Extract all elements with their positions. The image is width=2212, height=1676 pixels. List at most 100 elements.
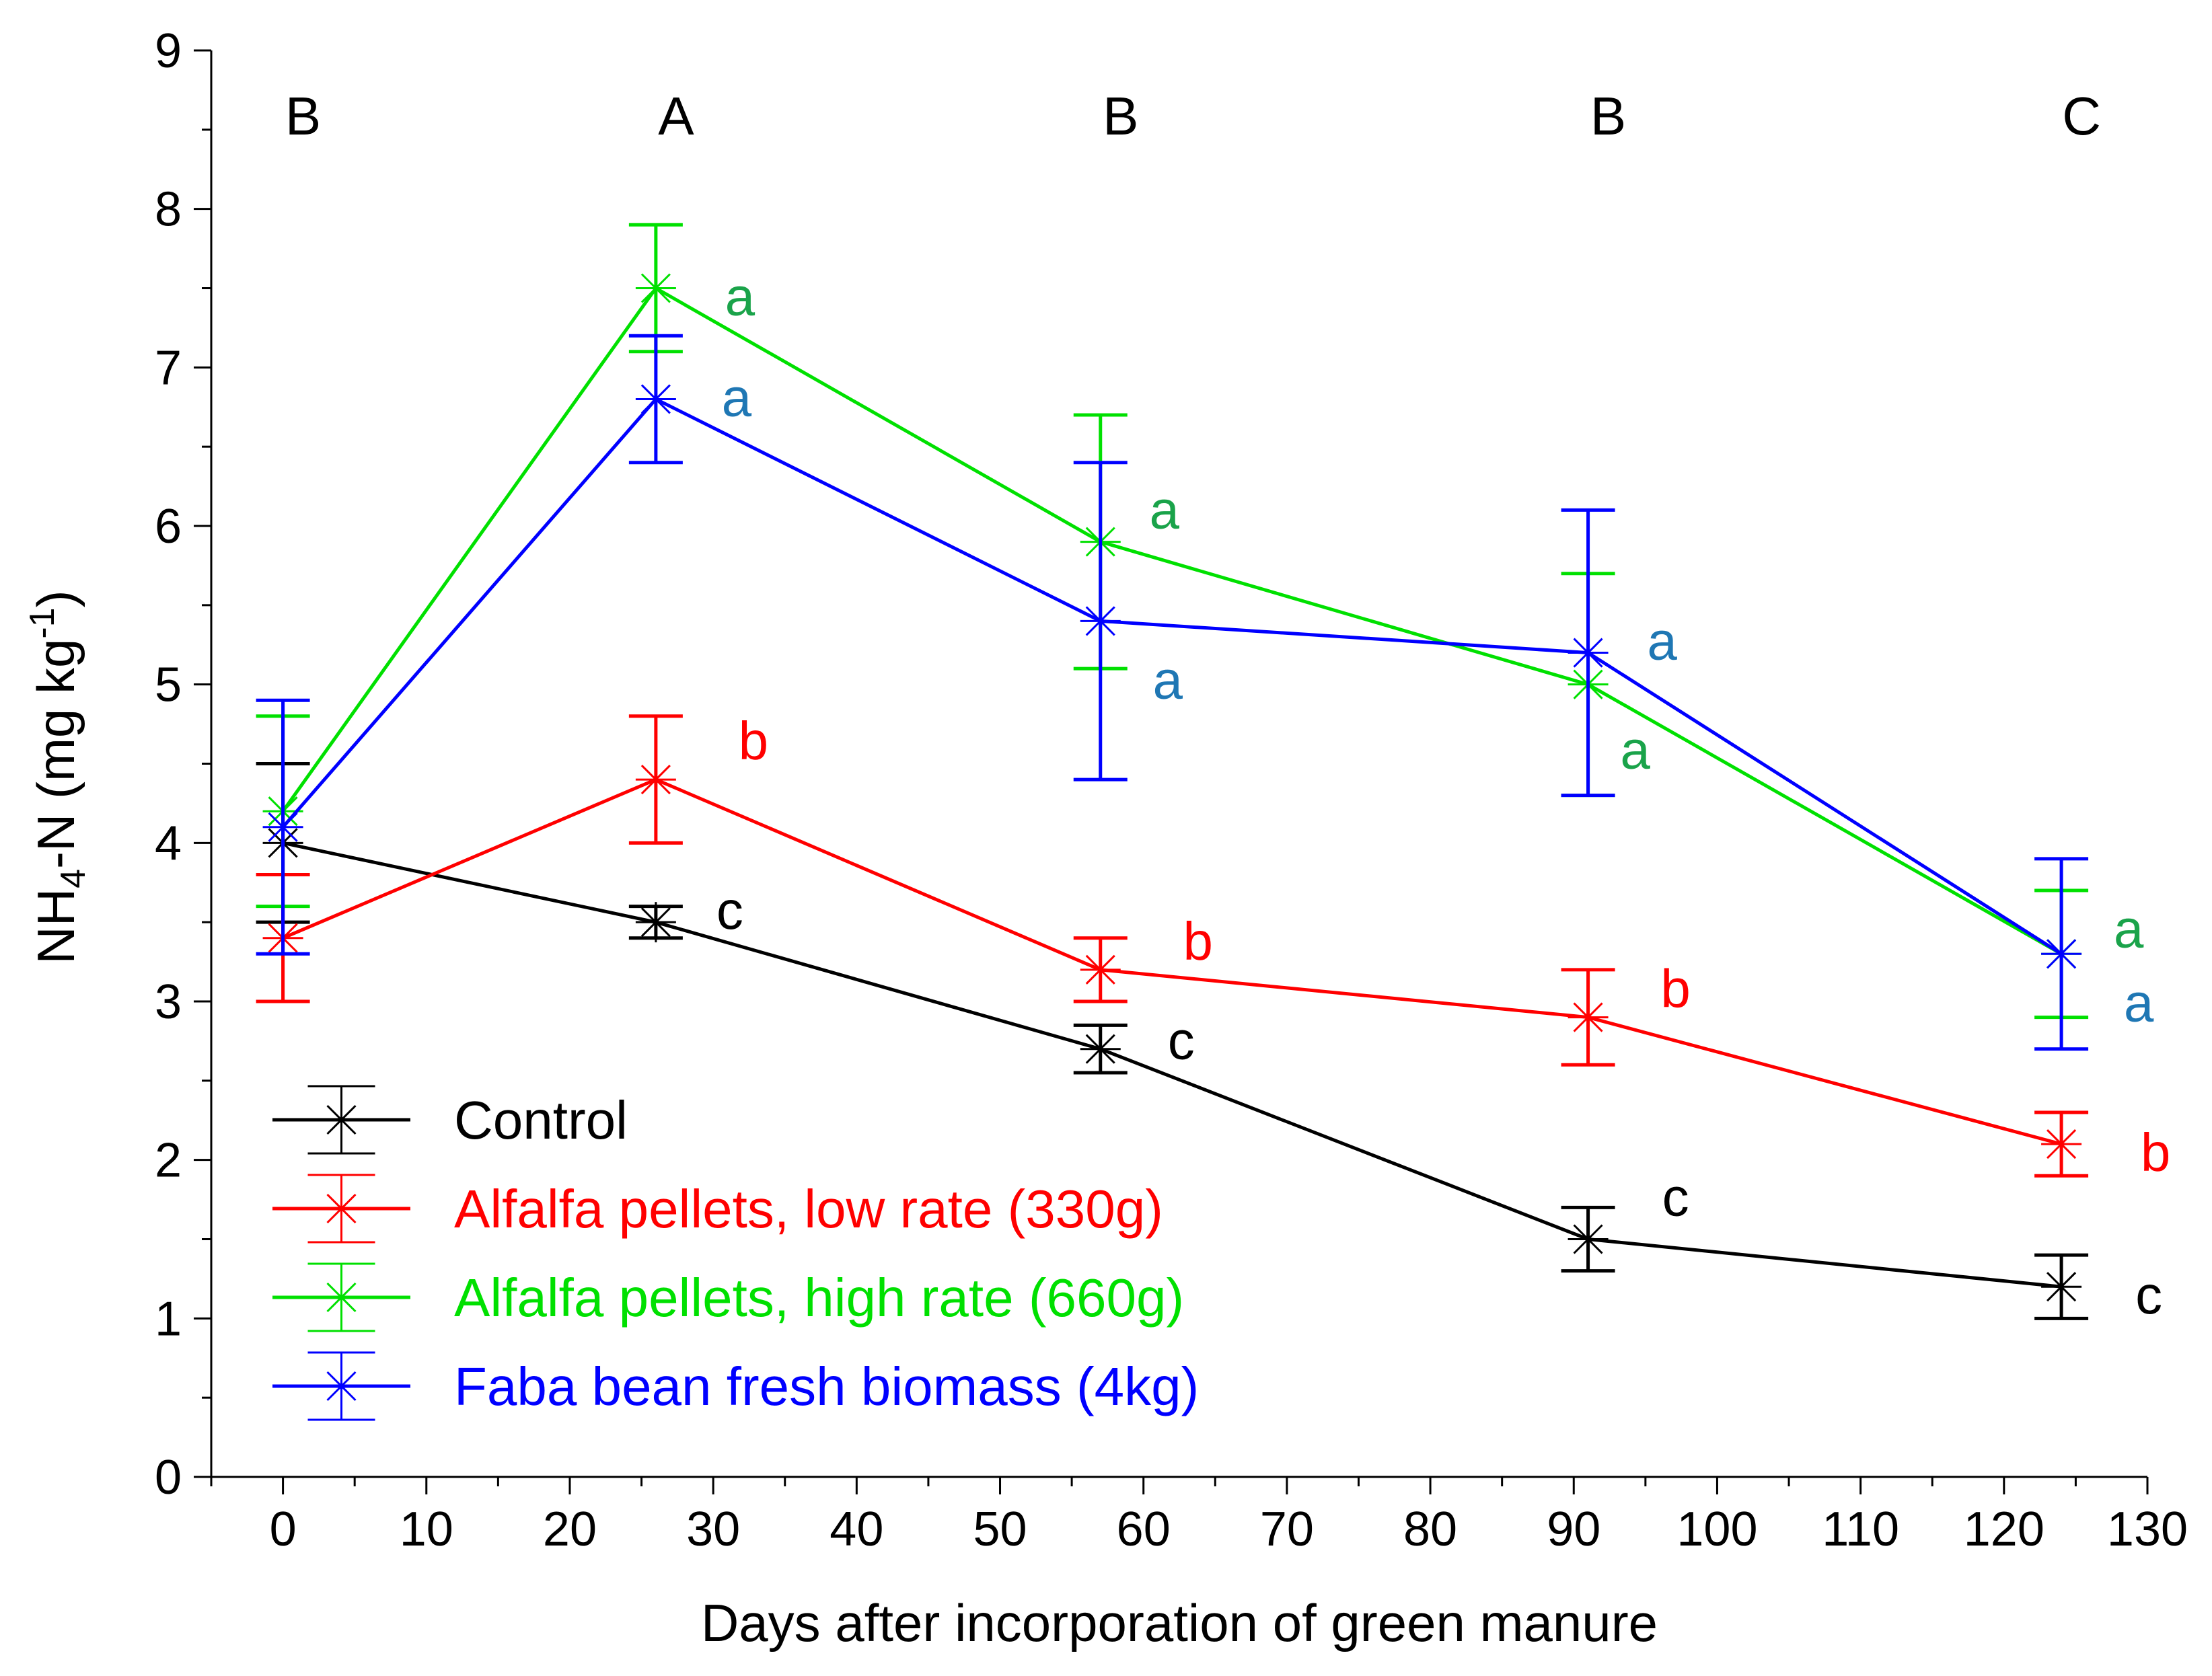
marker-stroke [1573,1224,1603,1254]
x-tick-label: 100 [1676,1502,1757,1556]
series-line [281,286,2063,956]
x-axis-title: Days after incorporation of green manure [701,1593,1658,1652]
significance-letter: a [1152,650,1183,710]
marker-stroke [326,1282,357,1313]
x-tick-label: 130 [2107,1502,2188,1556]
data-point [635,759,676,800]
x-tick-label: 10 [400,1502,453,1556]
legend-item-3: Faba bean fresh biomass (4kg) [272,1351,1199,1421]
data-point [635,902,676,943]
x-tick-label: 50 [973,1502,1027,1556]
significance-letter: a [2114,899,2144,958]
legend-marker [321,1188,362,1229]
legend-item-0: Control [272,1085,628,1155]
marker-stroke [2047,939,2077,969]
x-tick-label: 40 [830,1502,883,1556]
x-tick-label: 90 [1547,1502,1600,1556]
x-tick-label: 60 [1117,1502,1171,1556]
series-0 [256,762,2089,1320]
series-layer [256,223,2089,1320]
y-tick-label: 3 [155,975,182,1029]
significance-letter: b [1183,911,1213,971]
legend-label: Control [454,1090,628,1150]
data-point [2041,1266,2082,1307]
significance-letter: b [739,711,769,771]
time-letter: B [1103,86,1138,146]
significance-letter: c [2135,1265,2162,1325]
significance-letter: c [716,880,743,940]
marker-stroke [326,1104,357,1135]
significance-letter: a [725,267,755,327]
marker-stroke [268,812,298,842]
legend-marker [321,1277,362,1318]
data-point [1568,632,1609,673]
x-tick-label: 120 [1964,1502,2044,1556]
y-axis-title: NH4-N (mg kg-1) [23,590,93,964]
series-3 [256,334,2089,1051]
y-axis-title-end: ) [26,590,85,607]
data-point [635,379,676,420]
legend-label: Alfalfa pellets, high rate (660g) [454,1268,1184,1328]
significance-letter: a [1620,720,1650,780]
data-point [1080,1028,1121,1069]
time-letter: C [2062,86,2101,146]
significance-letter: a [722,367,752,427]
marker-stroke [640,384,671,414]
significance-letter: b [2141,1122,2171,1182]
significance-letter: a [2124,973,2154,1032]
y-axis-title-sup: -1 [23,607,62,638]
y-tick-label: 8 [155,183,182,237]
data-point [635,268,676,309]
significance-letter: a [1149,480,1179,540]
time-letter: B [1590,86,1626,146]
legend-label: Alfalfa pellets, low rate (330g) [454,1179,1163,1239]
marker-stroke [640,765,671,795]
y-tick-label: 1 [155,1292,182,1346]
x-tick-label: 20 [543,1502,597,1556]
y-tick-label: 5 [155,658,182,712]
data-point [1568,1219,1609,1260]
axes: 0 10 20 30 40 50 60 70 80 90 100 110 120 130 0 1 2 3 4 5 6 7 8… [155,24,2188,1556]
marker-stroke [1085,954,1115,985]
y-tick-label: 4 [155,816,182,870]
marker-stroke [640,273,671,303]
significance-letter: a [1647,611,1677,671]
marker-stroke [1085,1034,1115,1064]
marker-stroke [1573,1002,1603,1032]
marker-stroke [1573,638,1603,668]
series-2 [256,223,2089,1020]
x-tick-label: 30 [686,1502,740,1556]
series-line [282,777,2062,1146]
data-point [1568,997,1609,1038]
y-axis-title-mid: -N (mg kg [26,639,85,869]
legend-item-1: Alfalfa pellets, low rate (330g) [272,1174,1163,1244]
x-tick-label: 110 [1822,1502,1899,1556]
marker-stroke [2047,1272,2077,1302]
marker-stroke [2047,1129,2077,1159]
y-tick-label: 2 [155,1134,182,1188]
legend: Control Alfalfa pellets, low rate (330g) A… [272,1085,1199,1421]
y-tick-label: 6 [155,500,182,554]
legend-marker [321,1100,362,1140]
legend-marker [321,1366,362,1406]
time-letter: A [658,86,694,146]
x-tick-label: 0 [270,1502,297,1556]
legend-label: Faba bean fresh biomass (4kg) [454,1357,1199,1416]
x-tick-label: 80 [1403,1502,1457,1556]
y-axis-title-sub: 4 [54,869,93,888]
significance-letter: c [1168,1011,1195,1071]
data-point [1080,601,1121,642]
y-tick-label: 0 [155,1451,182,1504]
data-point [2041,1124,2082,1165]
significance-letter: c [1662,1168,1689,1227]
marker-stroke [1085,606,1115,636]
time-letter: B [285,86,321,146]
marker-stroke [326,1371,357,1402]
legend-item-2: Alfalfa pellets, high rate (660g) [272,1262,1184,1332]
y-tick-label: 9 [155,24,182,78]
x-tick-label: 70 [1260,1502,1314,1556]
marker-stroke [640,907,671,938]
data-point [2041,934,2082,975]
